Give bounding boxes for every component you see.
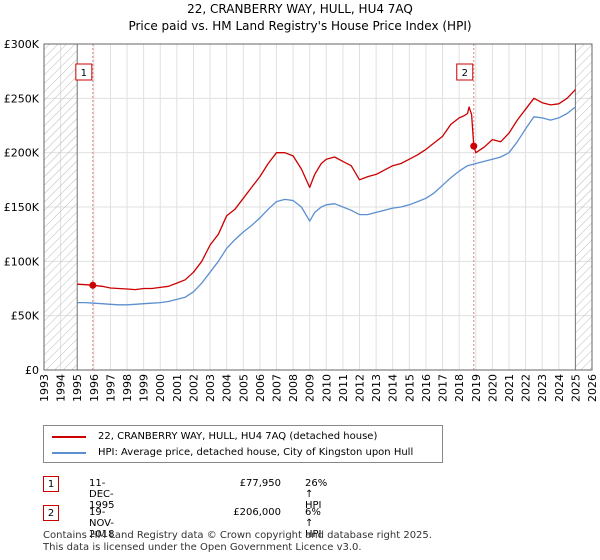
sale-marker-box: 2 <box>43 505 59 521</box>
y-tick-label: £0 <box>25 364 39 377</box>
sale-price: £77,950 <box>239 478 281 489</box>
sale-marker-number: 1 <box>81 68 87 79</box>
chart-subtitle: Price paid vs. HM Land Registry's House … <box>128 19 472 33</box>
x-tick-label: 2010 <box>320 374 333 402</box>
x-tick-label: 2003 <box>204 374 217 402</box>
y-tick-label: £100K <box>4 255 40 268</box>
x-tick-label: 2016 <box>420 374 433 402</box>
x-tick-label: 2014 <box>387 374 400 402</box>
sale-hpi-change: 6% ↑ HPI <box>305 507 322 540</box>
x-tick-label: 2013 <box>370 374 383 402</box>
legend-label-hpi: HPI: Average price, detached house, City… <box>98 447 414 458</box>
x-tick-label: 2022 <box>520 374 533 402</box>
pre-data-shaded-region <box>44 44 78 370</box>
sale-1-label: 1 <box>75 63 93 81</box>
sale-marker-box <box>75 63 93 81</box>
x-tick-label: 2009 <box>304 374 317 402</box>
sale-2-point <box>470 142 478 150</box>
chart-address-title: 22, CRANBERRY WAY, HULL, HU4 7AQ <box>187 2 413 16</box>
x-tick-label: 2007 <box>270 374 283 402</box>
legend-item-hpi: HPI: Average price, detached house, City… <box>52 445 413 460</box>
x-tick-label: 2002 <box>187 374 200 402</box>
x-tick-label: 2006 <box>254 374 267 402</box>
x-tick-label: 2018 <box>453 374 466 402</box>
x-tick-label: 2020 <box>486 374 499 402</box>
x-tick-label: 2024 <box>553 374 566 402</box>
x-tick-label: 1996 <box>88 374 101 402</box>
legend-label-property: 22, CRANBERRY WAY, HULL, HU4 7AQ (detach… <box>98 431 378 442</box>
footer-licence: This data is licensed under the Open Gov… <box>43 542 362 553</box>
sale-1-point <box>89 281 97 289</box>
footer-copyright: Contains HM Land Registry data © Crown c… <box>43 530 432 541</box>
hpi-line <box>77 106 576 306</box>
x-tick-label: 1994 <box>55 374 68 402</box>
x-tick-label: 2019 <box>470 374 483 402</box>
price-chart: 1 2 £0 £50K £100K £150K £200K £250K £300K 1993 19… <box>4 38 599 402</box>
x-tick-label: 2008 <box>287 374 300 402</box>
x-tick-label: 2011 <box>337 374 350 402</box>
x-tick-label: 1998 <box>121 374 134 402</box>
x-tick-label: 1993 <box>38 374 51 402</box>
x-tick-label: 2026 <box>586 374 599 402</box>
x-tick-label: 2000 <box>154 374 167 402</box>
y-tick-label: £250K <box>4 92 40 105</box>
post-data-shaded-region <box>575 44 592 370</box>
x-tick-label: 1995 <box>71 374 84 402</box>
legend-swatch-property <box>52 435 86 438</box>
y-tick-label: £200K <box>4 147 40 160</box>
x-tick-label: 1999 <box>138 374 151 402</box>
plot-frame <box>43 43 593 371</box>
sale-2-label: 2 <box>456 63 474 81</box>
legend-item-property: 22, CRANBERRY WAY, HULL, HU4 7AQ (detach… <box>52 429 377 444</box>
x-tick-label: 2001 <box>171 374 184 402</box>
x-tick-label: 2017 <box>437 374 450 402</box>
legend-swatch-hpi <box>52 451 86 454</box>
x-tick-label: 2005 <box>237 374 250 402</box>
property-price-line <box>77 89 576 291</box>
x-tick-label: 2004 <box>221 374 234 402</box>
x-tick-label: 2015 <box>403 374 416 402</box>
x-tick-label: 2025 <box>569 374 582 402</box>
y-tick-label: £50K <box>11 310 40 323</box>
sale-hpi-change: 26% ↑ HPI <box>305 478 328 511</box>
x-tick-label: 2012 <box>354 374 367 402</box>
sale-date: 11-DEC-1995 <box>89 478 115 511</box>
y-tick-label: £300K <box>4 38 40 51</box>
x-tick-label: 2021 <box>503 374 516 402</box>
chart-legend: 22, CRANBERRY WAY, HULL, HU4 7AQ (detach… <box>43 425 443 463</box>
sale-marker-box: 1 <box>43 476 59 492</box>
x-tick-label: 2023 <box>536 374 549 402</box>
sale-marker-box <box>456 63 474 81</box>
x-tick-label: 1997 <box>104 374 117 402</box>
y-tick-label: £150K <box>4 201 40 214</box>
sale-price: £206,000 <box>233 507 281 518</box>
sale-marker-number: 2 <box>462 68 468 79</box>
sale-date: 19-NOV-2018 <box>89 507 115 540</box>
